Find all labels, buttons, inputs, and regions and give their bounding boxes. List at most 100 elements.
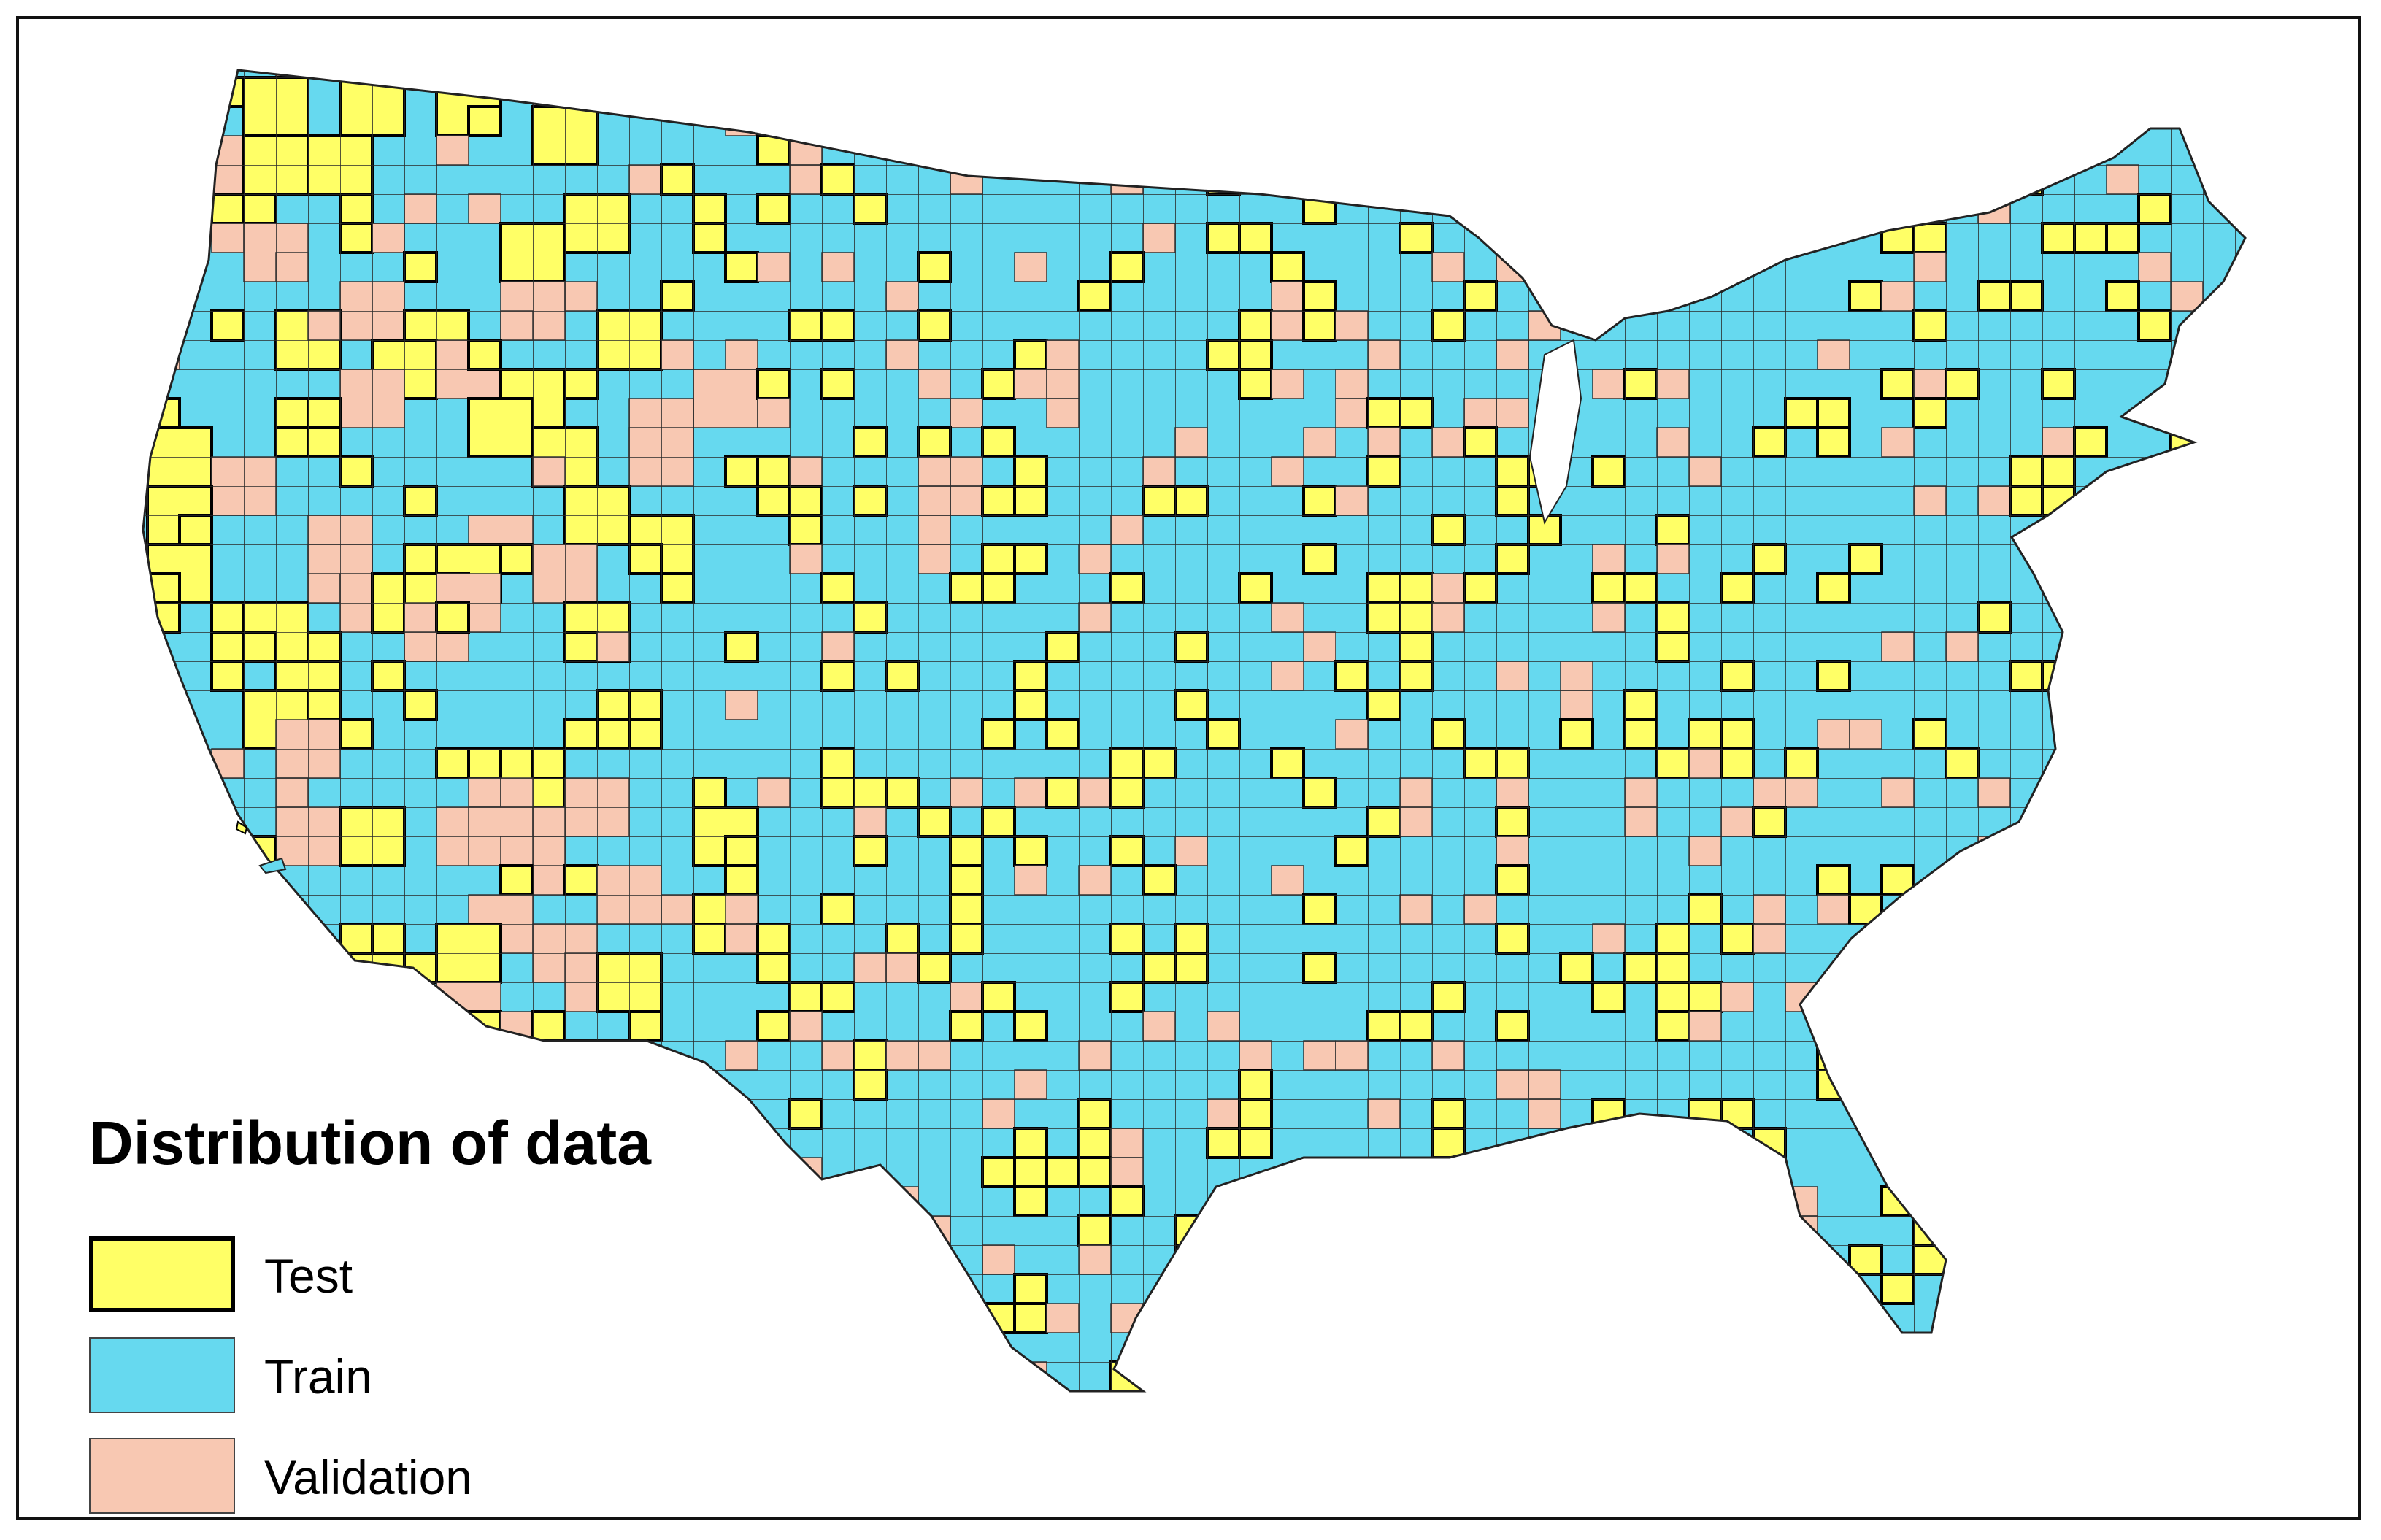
- county-test: [1399, 70, 1434, 79]
- county-test: [1559, 1214, 1594, 1247]
- county-test: [2105, 660, 2140, 692]
- county-validation: [2234, 485, 2245, 516]
- county-test: [1912, 1010, 1947, 1042]
- county-test: [1688, 251, 1723, 283]
- county-validation: [143, 865, 148, 896]
- county-test: [2041, 1039, 2076, 1071]
- county-validation: [1431, 1361, 1465, 1391]
- county-test: [2169, 485, 2204, 517]
- county-test: [1623, 280, 1658, 312]
- county-test: [1720, 134, 1755, 166]
- county-test: [1655, 1185, 1690, 1217]
- county-test: [1912, 1127, 1947, 1159]
- county-validation: [1592, 1274, 1626, 1304]
- county-test: [1431, 105, 1466, 137]
- county-test: [143, 1010, 181, 1071]
- county-test: [1527, 105, 1562, 137]
- county-validation: [1945, 135, 1979, 166]
- county-test: [949, 1390, 984, 1391]
- county-test: [1977, 163, 2012, 196]
- county-test: [1912, 893, 1947, 925]
- county-validation: [1945, 1215, 1979, 1246]
- county-test: [2041, 1390, 2076, 1391]
- county-test: [2201, 1069, 2236, 1101]
- county-test: [756, 1273, 791, 1305]
- county-test: [2105, 1127, 2140, 1159]
- county-test: [1334, 1244, 1369, 1276]
- county-validation: [2042, 106, 2075, 136]
- county-validation: [275, 70, 309, 78]
- county-test: [917, 134, 952, 166]
- county-test: [2169, 1331, 2204, 1363]
- county-validation: [143, 281, 180, 341]
- county-validation: [1367, 77, 1401, 107]
- county-validation: [950, 70, 983, 78]
- county-validation: [2042, 982, 2075, 1012]
- county-validation: [2202, 1244, 2236, 1275]
- county-validation: [143, 369, 148, 399]
- county-test: [1752, 1331, 1787, 1363]
- legend-swatch-test: [89, 1236, 235, 1312]
- great-lake-michigan: [1528, 339, 1582, 525]
- legend-item-validation: Validation: [89, 1438, 746, 1514]
- county-validation: [2234, 1390, 2245, 1391]
- legend-swatch-validation: [89, 1438, 235, 1514]
- county-test: [1623, 251, 1658, 283]
- county-test: [2073, 76, 2108, 108]
- county-validation: [1881, 164, 1915, 195]
- county-validation: [1528, 164, 1561, 195]
- county-validation: [1560, 1361, 1593, 1391]
- county-test: [853, 105, 888, 137]
- county-validation: [2009, 70, 2043, 78]
- county-test: [2105, 1098, 2140, 1130]
- county-test: [1880, 1390, 1915, 1391]
- county-validation: [1785, 1390, 1818, 1391]
- legend-label-validation: Validation: [264, 1450, 472, 1504]
- county-validation: [950, 106, 983, 136]
- county-validation: [1656, 252, 1690, 282]
- county-validation: [2170, 1390, 2204, 1391]
- county-validation: [918, 1274, 951, 1304]
- county-test: [1880, 1039, 1915, 1071]
- county-test: [1623, 1273, 1658, 1305]
- county-test: [1495, 1244, 1530, 1276]
- county-validation: [143, 777, 180, 837]
- county-test: [307, 1010, 374, 1071]
- county-validation: [1624, 1157, 1658, 1187]
- county-test: [1945, 1244, 1980, 1276]
- county-validation: [2234, 573, 2245, 604]
- county-test: [2009, 1156, 2044, 1188]
- county-test: [853, 1390, 888, 1391]
- county-test: [1816, 1360, 1851, 1391]
- county-test: [1880, 981, 1915, 1013]
- county-validation: [1463, 1244, 1497, 1275]
- county-test: [2009, 835, 2044, 867]
- county-validation: [2074, 1390, 2107, 1391]
- county-validation: [1560, 223, 1593, 253]
- county-validation: [2202, 748, 2236, 779]
- county-test: [1077, 70, 1112, 79]
- county-test: [2169, 76, 2204, 108]
- county-test: [178, 806, 213, 838]
- county-test: [756, 1185, 791, 1217]
- county-validation: [2009, 982, 2043, 1012]
- county-validation: [2170, 719, 2204, 750]
- county-validation: [1271, 1274, 1304, 1304]
- county-validation: [2106, 70, 2139, 78]
- county-test: [853, 1273, 888, 1305]
- county-test: [885, 76, 920, 108]
- county-test: [146, 163, 181, 196]
- county-validation: [1142, 1303, 1176, 1333]
- county-test: [2009, 163, 2044, 196]
- county-validation: [2138, 1098, 2172, 1129]
- county-validation: [2234, 1215, 2245, 1246]
- county-test: [2201, 689, 2236, 721]
- county-test: [981, 105, 1016, 137]
- county-validation: [2074, 690, 2107, 720]
- county-test: [2105, 718, 2140, 750]
- county-test: [2201, 309, 2236, 342]
- county-test: [1463, 105, 1498, 137]
- county-validation: [2074, 1303, 2107, 1333]
- county-test: [146, 689, 181, 721]
- county-test: [1688, 1360, 1723, 1391]
